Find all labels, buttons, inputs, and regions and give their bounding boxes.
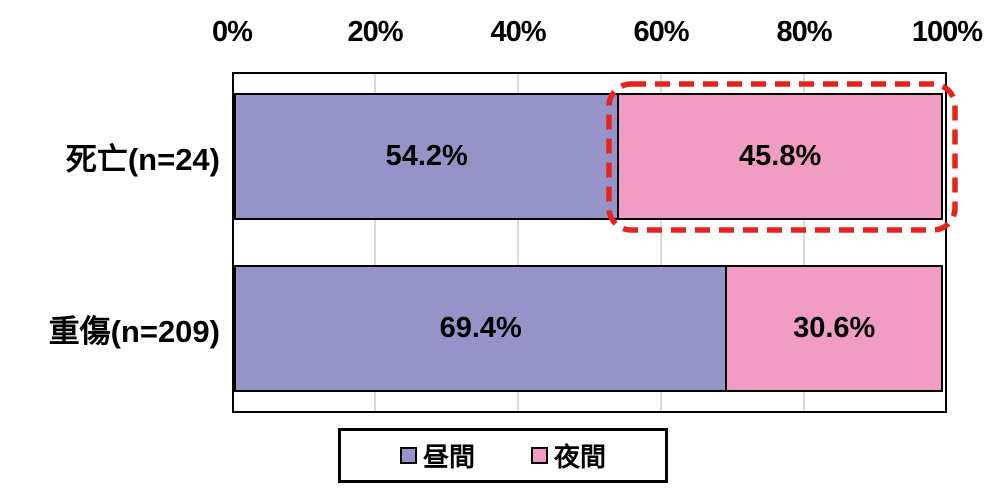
data-label: 69.4% [439, 312, 522, 344]
axis-tick-0: 0% [212, 16, 253, 48]
legend-item-chukan: 昼間 [399, 437, 475, 474]
bar-segment-shibou-chukan: 54.2% [234, 93, 620, 220]
axis-tick-80: 80% [776, 16, 832, 48]
bar-segment-shibou-yakan: 45.8% [617, 93, 943, 220]
legend-swatch-chukan [399, 447, 417, 464]
legend-label-yakan: 夜間 [554, 442, 607, 472]
gridline-40 [517, 74, 519, 411]
bar-segment-juushou-yakan: 30.6% [725, 265, 943, 392]
axis-tick-100: 100% [911, 16, 983, 48]
legend-swatch-yakan [531, 447, 548, 464]
axis-tick-20: 20% [347, 16, 403, 48]
gridline-80 [803, 74, 805, 411]
category-label-juushou: 重傷(n=209) [48, 314, 220, 349]
legend-label-chukan: 昼間 [422, 442, 475, 472]
legend-item-yakan: 夜間 [531, 437, 606, 474]
axis-tick-40: 40% [490, 16, 546, 48]
bar-row-juushou: 69.4% 30.6% [234, 265, 945, 392]
gridline-20 [374, 74, 376, 411]
bar-segment-juushou-chukan: 69.4% [234, 265, 728, 392]
data-label: 45.8% [739, 140, 822, 172]
data-label: 54.2% [385, 140, 468, 172]
gridline-60 [660, 74, 662, 411]
category-label-shibou: 死亡(n=24) [65, 142, 220, 177]
plot-area: 54.2% 45.8% 69.4% 30.6% [232, 72, 947, 413]
legend: 昼間 夜間 [338, 428, 668, 483]
axis-tick-60: 60% [633, 16, 689, 48]
data-label: 30.6% [793, 312, 876, 344]
bar-row-shibou: 54.2% 45.8% [234, 93, 945, 220]
